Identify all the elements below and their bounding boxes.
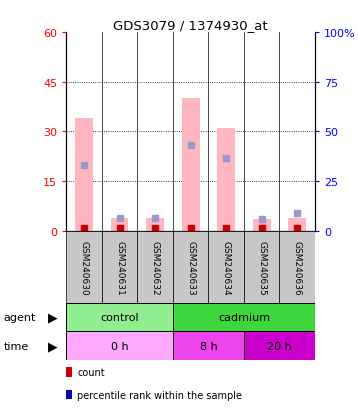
- Bar: [66, 231, 102, 304]
- Text: time: time: [4, 341, 29, 351]
- Text: agent: agent: [4, 313, 36, 323]
- Bar: [289, 218, 306, 231]
- Bar: [111, 218, 129, 231]
- Text: GSM240634: GSM240634: [222, 240, 231, 294]
- Text: count: count: [77, 367, 105, 377]
- Text: 0 h: 0 h: [111, 341, 129, 351]
- Text: GSM240633: GSM240633: [186, 240, 195, 295]
- Bar: [137, 231, 173, 304]
- Bar: [182, 99, 199, 231]
- Bar: [173, 231, 208, 304]
- Bar: [244, 332, 315, 360]
- Bar: [217, 129, 235, 231]
- Bar: [173, 332, 244, 360]
- Text: GSM240636: GSM240636: [293, 240, 302, 295]
- Bar: [208, 231, 244, 304]
- Bar: [146, 218, 164, 231]
- Bar: [75, 119, 93, 231]
- Text: GSM240635: GSM240635: [257, 240, 266, 295]
- Text: GSM240632: GSM240632: [151, 240, 160, 294]
- Text: GSM240630: GSM240630: [79, 240, 88, 295]
- Bar: [102, 231, 137, 304]
- Bar: [66, 304, 173, 332]
- Text: 8 h: 8 h: [199, 341, 217, 351]
- Bar: [253, 220, 271, 231]
- Bar: [280, 231, 315, 304]
- Text: 20 h: 20 h: [267, 341, 292, 351]
- Text: ▶: ▶: [48, 339, 58, 352]
- Text: control: control: [100, 313, 139, 323]
- Bar: [66, 332, 173, 360]
- Text: GSM240631: GSM240631: [115, 240, 124, 295]
- Text: percentile rank within the sample: percentile rank within the sample: [77, 390, 242, 400]
- Text: cadmium: cadmium: [218, 313, 270, 323]
- Text: ▶: ▶: [48, 311, 58, 324]
- Bar: [244, 231, 280, 304]
- Bar: [173, 304, 315, 332]
- Title: GDS3079 / 1374930_at: GDS3079 / 1374930_at: [113, 19, 268, 32]
